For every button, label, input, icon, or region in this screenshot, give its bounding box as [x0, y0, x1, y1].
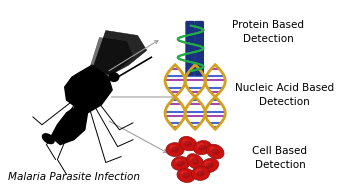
Ellipse shape: [190, 157, 197, 162]
Ellipse shape: [43, 134, 54, 144]
Ellipse shape: [211, 148, 219, 155]
Ellipse shape: [201, 158, 219, 173]
Text: Malaria Parasite Infection: Malaria Parasite Infection: [8, 172, 140, 182]
Ellipse shape: [197, 143, 204, 148]
Ellipse shape: [182, 139, 190, 144]
Ellipse shape: [195, 169, 202, 174]
Text: Protein Based
Detection: Protein Based Detection: [232, 20, 304, 44]
Polygon shape: [87, 37, 133, 80]
Ellipse shape: [171, 147, 179, 153]
Ellipse shape: [206, 162, 214, 169]
Ellipse shape: [176, 160, 185, 167]
Ellipse shape: [191, 167, 210, 180]
Polygon shape: [51, 105, 87, 145]
FancyBboxPatch shape: [186, 22, 194, 75]
Ellipse shape: [198, 145, 206, 151]
Ellipse shape: [175, 159, 182, 164]
Ellipse shape: [197, 170, 205, 176]
Ellipse shape: [166, 143, 184, 156]
Ellipse shape: [182, 172, 190, 178]
Ellipse shape: [108, 72, 119, 82]
Ellipse shape: [184, 141, 192, 147]
Ellipse shape: [180, 171, 188, 176]
Ellipse shape: [179, 136, 197, 151]
Ellipse shape: [177, 168, 195, 182]
Text: Nucleic Acid Based
Detection: Nucleic Acid Based Detection: [235, 83, 334, 107]
Text: Cell Based
Detection: Cell Based Detection: [252, 146, 307, 170]
FancyBboxPatch shape: [195, 22, 203, 75]
Ellipse shape: [204, 161, 212, 166]
Ellipse shape: [206, 144, 224, 159]
Ellipse shape: [210, 147, 217, 152]
Ellipse shape: [169, 145, 177, 150]
Polygon shape: [65, 65, 112, 113]
Ellipse shape: [172, 156, 190, 170]
Ellipse shape: [193, 141, 212, 155]
Polygon shape: [92, 30, 147, 75]
Ellipse shape: [191, 158, 199, 165]
Ellipse shape: [187, 154, 204, 169]
